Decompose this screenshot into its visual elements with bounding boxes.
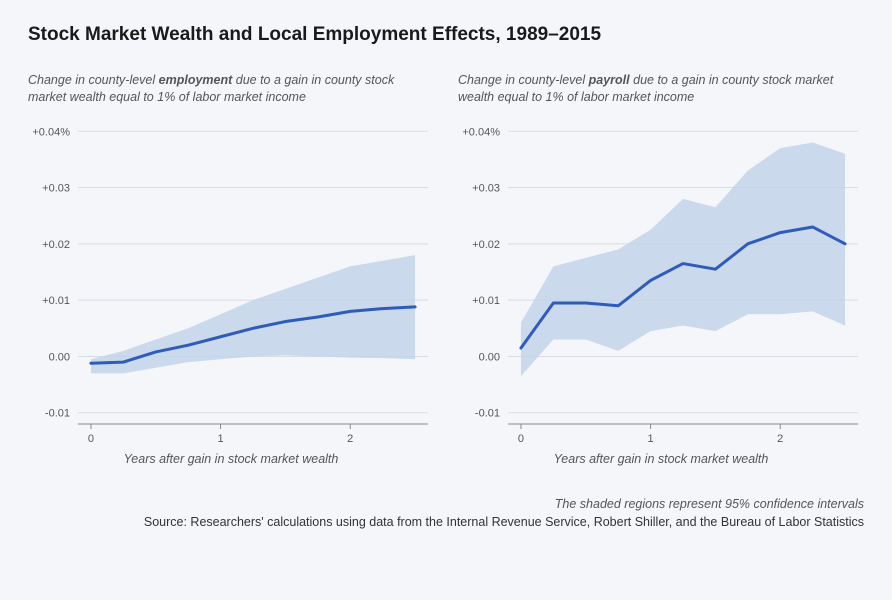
subtitle-pre: Change in county-level (458, 73, 589, 87)
footer: The shaded regions represent 95% confide… (28, 496, 864, 531)
xaxis-title: Years after gain in stock market wealth (28, 452, 434, 466)
svg-text:0: 0 (88, 433, 94, 445)
chart-svg: -0.01 0.00 +0.01 +0.02 +0.03 +0.04% 0 1 2 (28, 116, 434, 446)
svg-text:1: 1 (648, 433, 654, 445)
subtitle-bold: payroll (589, 73, 630, 87)
svg-text:+0.02: +0.02 (472, 239, 500, 251)
plot-area: -0.01 0.00 +0.01 +0.02 +0.03 +0.04% 0 1 2 (28, 116, 434, 446)
svg-text:+0.04%: +0.04% (32, 126, 70, 138)
svg-text:0: 0 (518, 433, 524, 445)
charts-row: Change in county-level employment due to… (28, 72, 864, 466)
svg-text:2: 2 (347, 433, 353, 445)
svg-text:0.00: 0.00 (49, 351, 70, 363)
svg-text:2: 2 (777, 433, 783, 445)
footer-source: Source: Researchers' calculations using … (28, 514, 864, 532)
svg-text:+0.03: +0.03 (472, 183, 500, 195)
page-title: Stock Market Wealth and Local Employment… (28, 24, 864, 46)
chart-subtitle: Change in county-level payroll due to a … (458, 72, 864, 108)
svg-text:1: 1 (218, 433, 224, 445)
chart-svg: -0.01 0.00 +0.01 +0.02 +0.03 +0.04% 0 1 2 (458, 116, 864, 446)
svg-text:0.00: 0.00 (479, 351, 500, 363)
svg-text:-0.01: -0.01 (45, 408, 70, 420)
svg-text:-0.01: -0.01 (475, 408, 500, 420)
svg-text:+0.01: +0.01 (42, 295, 70, 307)
svg-text:+0.02: +0.02 (42, 239, 70, 251)
footer-note: The shaded regions represent 95% confide… (28, 496, 864, 514)
plot-area: -0.01 0.00 +0.01 +0.02 +0.03 +0.04% 0 1 2 (458, 116, 864, 446)
subtitle-pre: Change in county-level (28, 73, 159, 87)
xaxis-title: Years after gain in stock market wealth (458, 452, 864, 466)
subtitle-bold: employment (159, 73, 233, 87)
svg-text:+0.04%: +0.04% (462, 126, 500, 138)
svg-text:+0.01: +0.01 (472, 295, 500, 307)
chart-panel-employment: Change in county-level employment due to… (28, 72, 434, 466)
svg-text:+0.03: +0.03 (42, 183, 70, 195)
chart-subtitle: Change in county-level employment due to… (28, 72, 434, 108)
chart-container: Stock Market Wealth and Local Employment… (0, 0, 892, 600)
chart-panel-payroll: Change in county-level payroll due to a … (458, 72, 864, 466)
